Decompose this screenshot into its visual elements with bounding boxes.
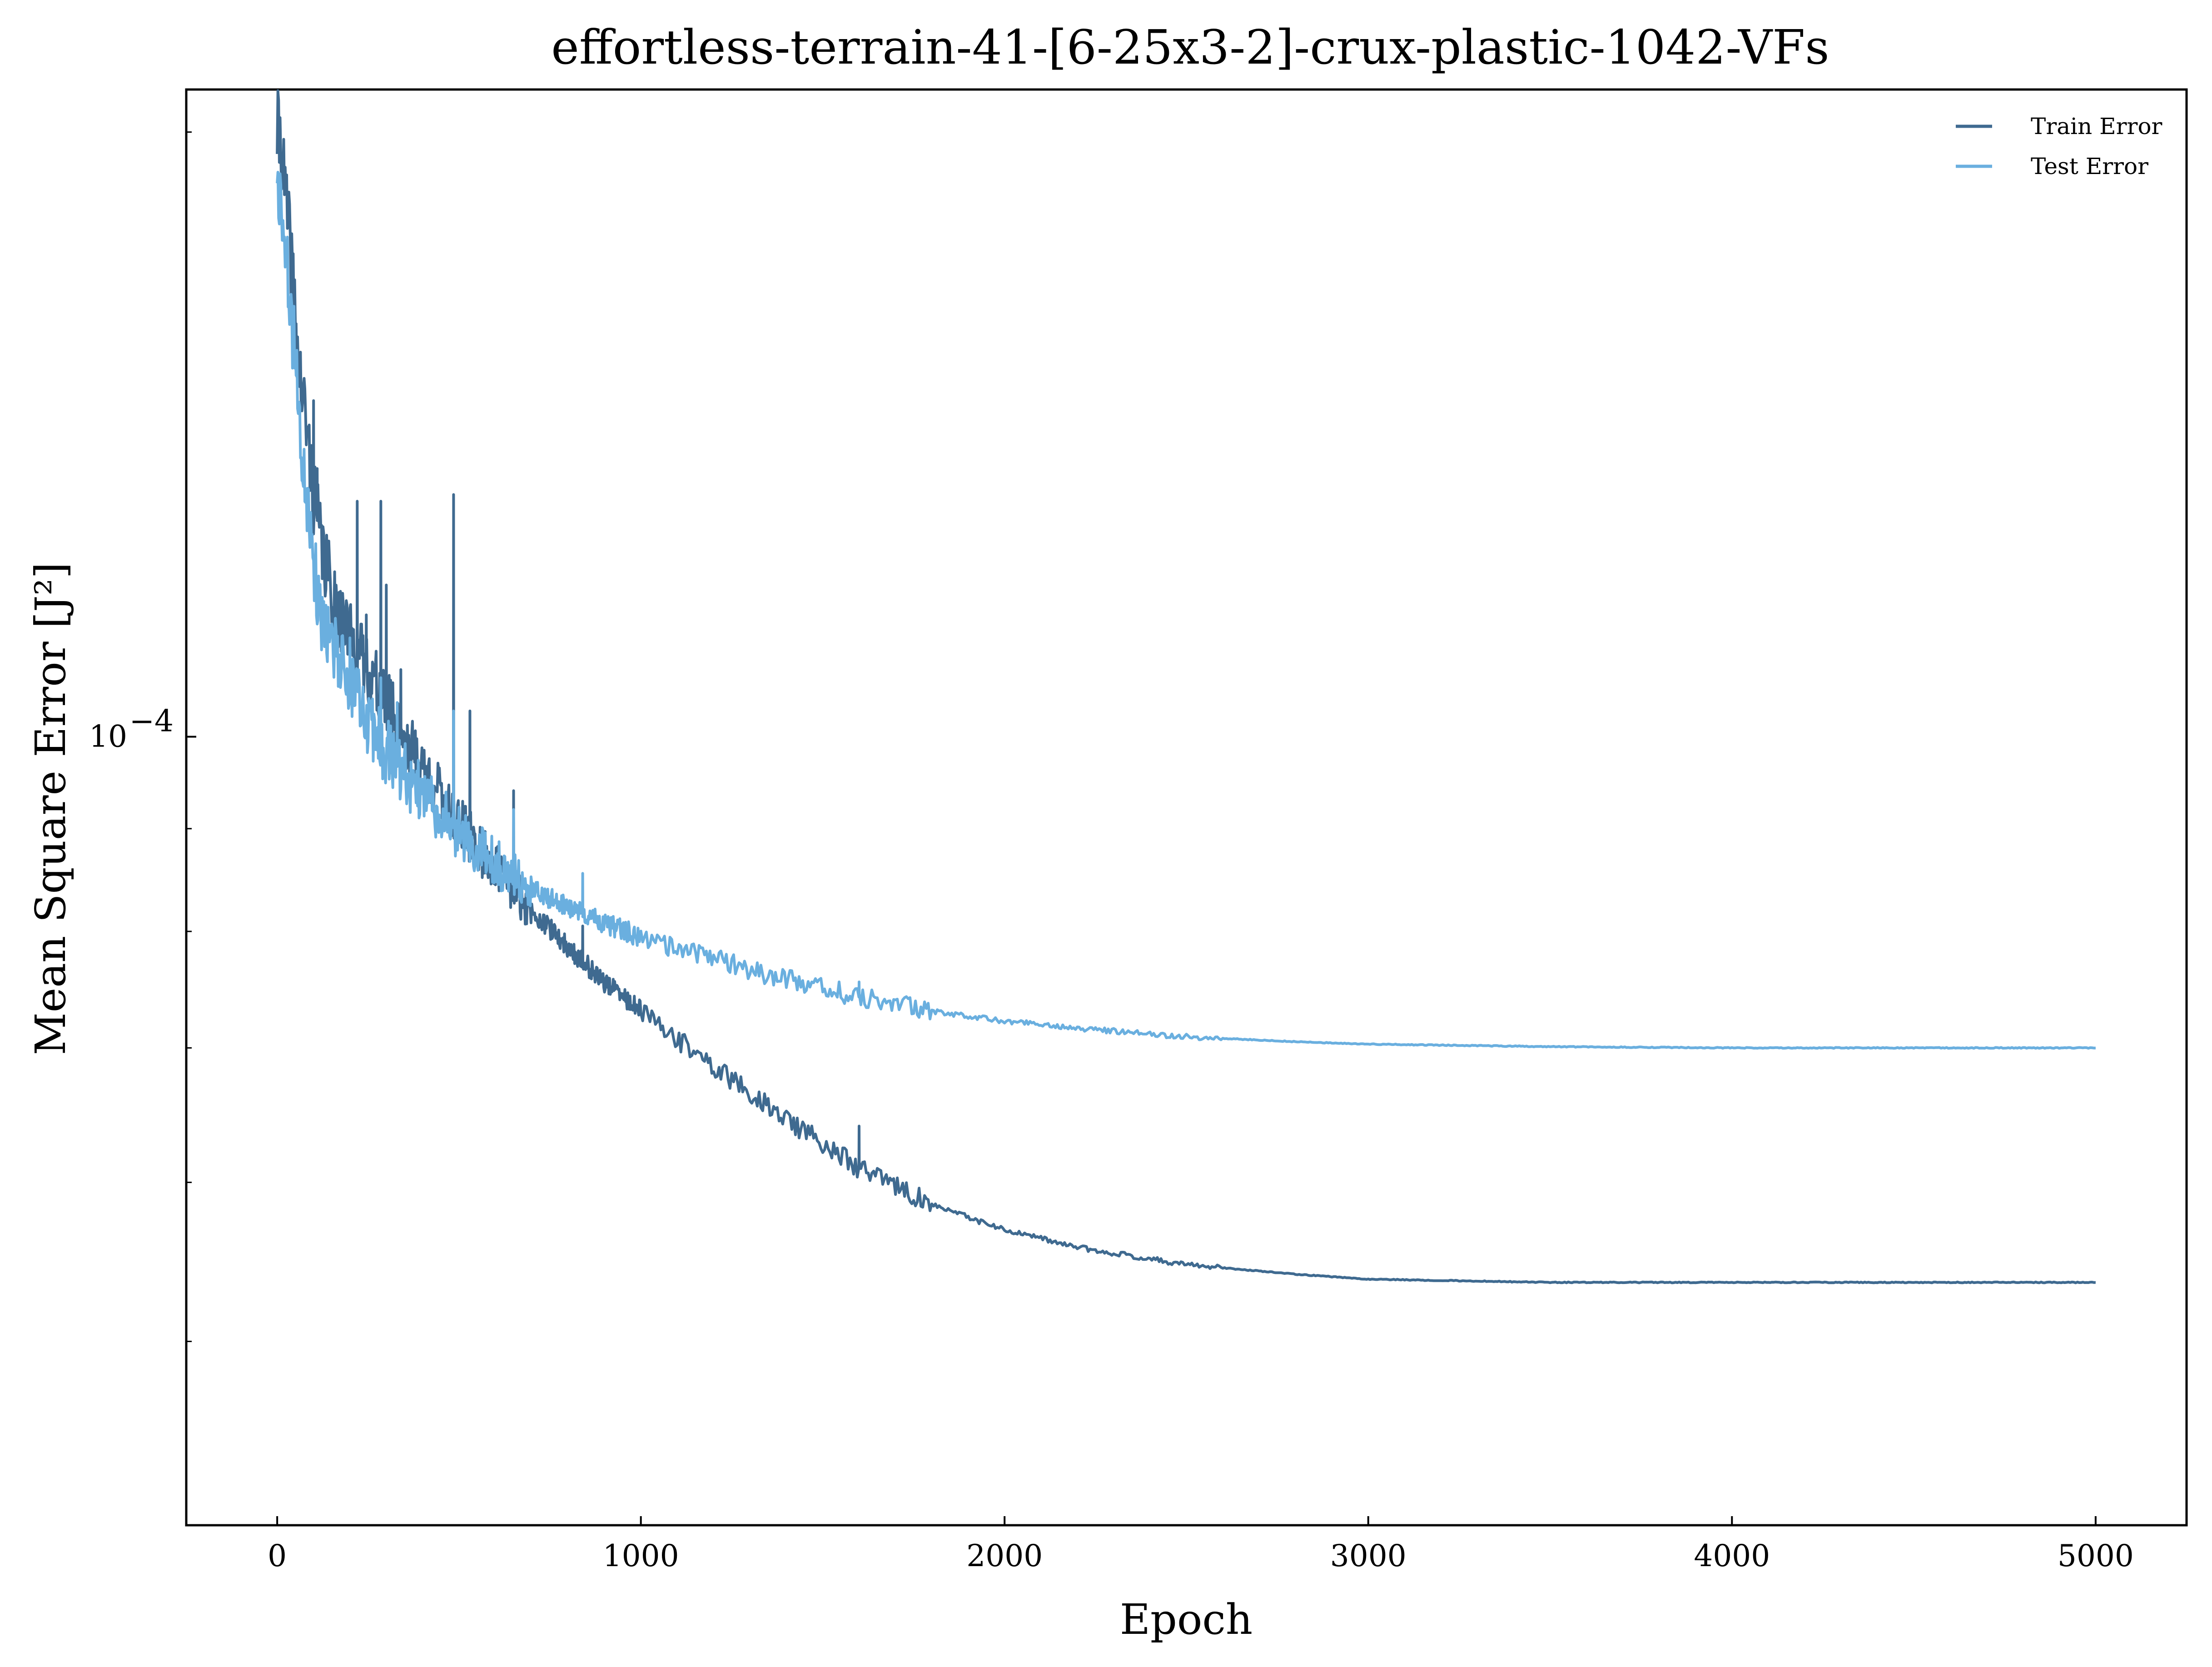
x-axis: 0 1000 2000 3000 4000 5000 [268,1516,2134,1573]
legend: Train Error Test Error [1956,113,2162,179]
y-tick-label-exponent: −4 [129,704,174,739]
x-tick-label: 3000 [1330,1538,1407,1573]
chart-title: effortless-terrain-41-[6-25x3-2]-crux-pl… [551,20,1829,75]
y-axis-label: Mean Square Error [J²] [26,562,75,1055]
x-tick-label: 1000 [603,1538,679,1573]
legend-label: Test Error [2031,153,2148,179]
plot-area [185,88,2188,1527]
y-axis: 10 −4 [89,131,196,1342]
legend-label: Train Error [2031,113,2162,139]
series-layer [276,89,2096,1284]
x-tick-label: 5000 [2058,1538,2134,1573]
series-line-train-error [276,89,2096,1284]
series-line-test-error [276,171,2096,1050]
x-tick-label: 0 [268,1538,287,1573]
x-tick-label: 2000 [966,1538,1043,1573]
x-tick-label: 4000 [1694,1538,1770,1573]
x-axis-label: Epoch [1120,1595,1253,1644]
plot-frame [185,88,2188,1527]
y-tick-label: 10 [89,719,127,754]
